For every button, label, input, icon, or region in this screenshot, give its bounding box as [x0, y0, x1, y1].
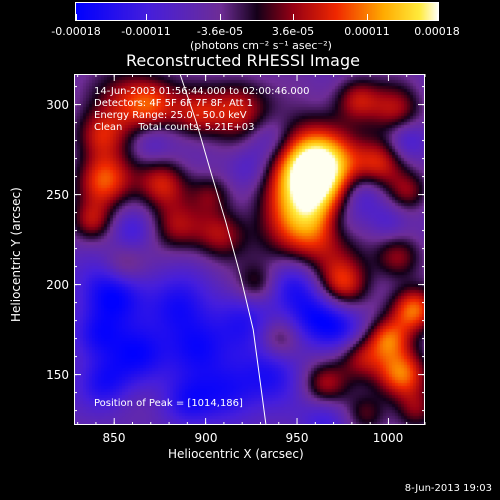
- y-tick-label: 150: [46, 368, 69, 382]
- colorbar-tick: [220, 14, 221, 20]
- annotation-clean-counts: Clean Total counts: 5.21E+03: [94, 122, 255, 133]
- colorbar-tick-label: 0.00018: [414, 25, 460, 38]
- x-tick-label: 850: [102, 431, 126, 445]
- colorbar-tick: [293, 14, 294, 20]
- colorbar-tick: [437, 14, 438, 20]
- colorbar-tick: [146, 14, 147, 20]
- colorbar-tick-label: -0.00011: [121, 25, 171, 38]
- colorbar-gradient: [76, 3, 438, 20]
- colorbar-tick-label: 3.6e-05: [271, 25, 315, 38]
- chart-title: Reconstructed RHESSI Image: [126, 51, 360, 70]
- colorbar-tick: [76, 14, 77, 20]
- annotation-energy-range: Energy Range: 25.0 - 50.0 keV: [94, 110, 247, 121]
- annotation-detectors: Detectors: 4F 5F 6F 7F 8F, Att 1: [94, 98, 254, 109]
- x-tick-label: 950: [285, 431, 309, 445]
- footer-timestamp: 8-Jun-2013 19:03: [404, 483, 492, 494]
- colorbar-tick-label: -3.6e-05: [196, 25, 244, 38]
- x-tick-label: 900: [194, 431, 218, 445]
- colorbar-tick-label: -0.00018: [51, 25, 101, 38]
- colorbar-tick: [367, 14, 368, 20]
- y-tick-label: 200: [46, 278, 69, 292]
- y-axis-label-text: Heliocentric Y (arcsec): [9, 187, 23, 322]
- y-tick-label: 300: [46, 98, 69, 112]
- x-tick-label: 1000: [372, 431, 404, 445]
- annotation-peak-position: Position of Peak = [1014,186]: [94, 398, 243, 409]
- annotation-time-range: 14-Jun-2003 01:56:44.000 to 02:00:46.000: [94, 86, 310, 97]
- x-axis-label: Heliocentric X (arcsec): [168, 447, 304, 461]
- colorbar-tick-label: 0.00011: [344, 25, 390, 38]
- y-tick-label: 250: [46, 188, 69, 202]
- colorbar-unit: (photons cm⁻² s⁻¹ asec⁻²): [190, 39, 332, 52]
